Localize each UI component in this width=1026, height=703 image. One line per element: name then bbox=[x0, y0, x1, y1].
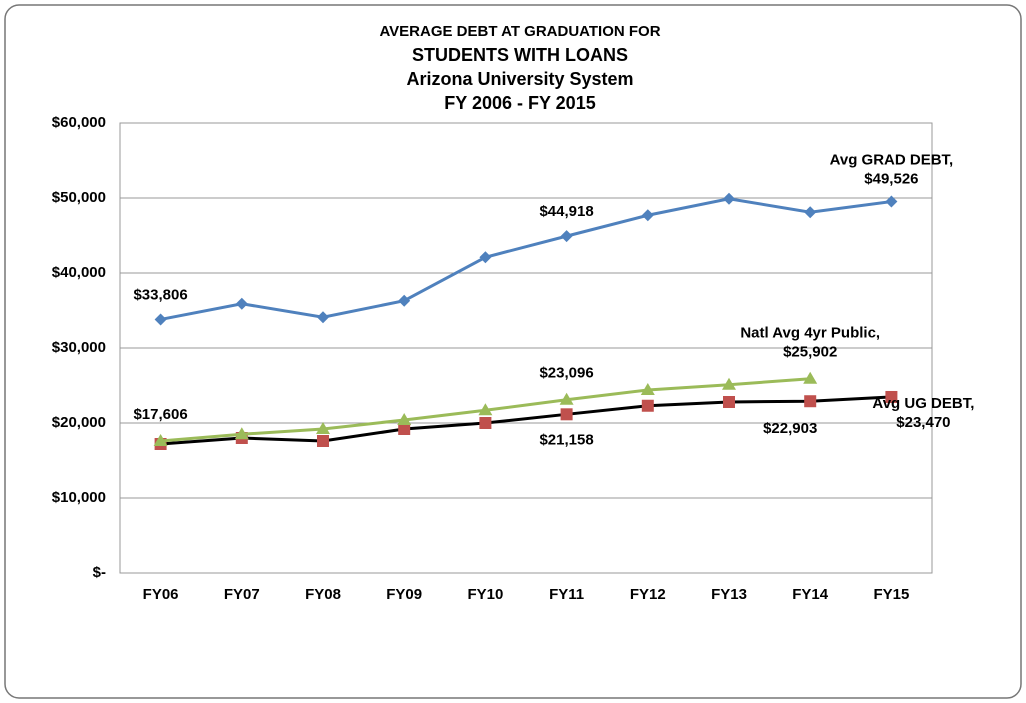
marker bbox=[885, 195, 898, 208]
series-line bbox=[160, 395, 892, 446]
marker bbox=[640, 383, 655, 395]
y-tick-label: $20,000 bbox=[52, 414, 106, 431]
x-tick-label: FY14 bbox=[792, 586, 829, 603]
marker bbox=[479, 417, 492, 429]
marker bbox=[235, 297, 248, 310]
data-label: $23,096 bbox=[539, 365, 593, 382]
y-tick-label: $10,000 bbox=[52, 489, 106, 506]
y-tick-label: $30,000 bbox=[52, 339, 106, 356]
frame bbox=[4, 4, 1022, 699]
y-tick-label: $- bbox=[93, 564, 106, 581]
marker bbox=[559, 392, 574, 405]
data-label: $22,903 bbox=[763, 420, 817, 437]
data-label: $44,918 bbox=[539, 203, 593, 220]
chart-title: AVERAGE DEBT AT GRADUATION FOR bbox=[379, 23, 660, 40]
data-label: $25,902 bbox=[783, 344, 837, 361]
x-tick-label: FY07 bbox=[224, 586, 260, 603]
marker bbox=[479, 251, 492, 264]
x-tick-label: FY15 bbox=[873, 586, 909, 603]
marker bbox=[154, 313, 167, 326]
marker bbox=[560, 408, 573, 421]
series-line bbox=[160, 197, 892, 321]
y-tick-label: $60,000 bbox=[52, 114, 106, 131]
marker bbox=[722, 377, 736, 390]
marker bbox=[804, 395, 817, 408]
marker bbox=[804, 206, 817, 219]
marker bbox=[316, 422, 330, 434]
series-name-label: Avg GRAD DEBT, bbox=[830, 152, 954, 169]
data-label: $17,606 bbox=[133, 406, 187, 423]
marker bbox=[153, 433, 168, 446]
series-name-label: Natl Avg 4yr Public, bbox=[740, 325, 880, 342]
y-tick-label: $50,000 bbox=[52, 189, 106, 206]
marker bbox=[317, 435, 329, 447]
data-label: $23,470 bbox=[896, 414, 950, 431]
x-tick-label: FY13 bbox=[711, 586, 747, 603]
data-label: $21,158 bbox=[539, 431, 593, 448]
marker bbox=[723, 192, 735, 205]
chart-title: STUDENTS WITH LOANS bbox=[412, 45, 628, 65]
marker bbox=[478, 403, 493, 416]
y-tick-label: $40,000 bbox=[52, 264, 106, 281]
marker bbox=[234, 427, 249, 440]
x-tick-label: FY06 bbox=[143, 586, 179, 603]
marker bbox=[397, 413, 412, 425]
chart-subtitle: FY 2006 - FY 2015 bbox=[444, 93, 595, 113]
series-name-label: Avg UG DEBT, bbox=[872, 395, 974, 412]
chart-subtitle: Arizona University System bbox=[406, 69, 633, 89]
marker bbox=[641, 209, 654, 222]
x-tick-label: FY12 bbox=[630, 586, 666, 603]
marker bbox=[398, 294, 411, 307]
marker bbox=[560, 230, 573, 243]
marker bbox=[641, 399, 654, 412]
x-tick-label: FY11 bbox=[549, 586, 584, 603]
data-label: $49,526 bbox=[864, 171, 918, 188]
marker bbox=[398, 423, 411, 435]
x-tick-label: FY10 bbox=[467, 586, 503, 603]
marker bbox=[885, 390, 898, 403]
data-label: $33,806 bbox=[133, 286, 187, 303]
marker bbox=[803, 371, 818, 384]
marker bbox=[317, 311, 329, 324]
x-tick-label: FY08 bbox=[305, 586, 341, 603]
x-tick-label: FY09 bbox=[386, 586, 422, 603]
plot-border bbox=[119, 122, 933, 574]
marker bbox=[723, 396, 735, 408]
